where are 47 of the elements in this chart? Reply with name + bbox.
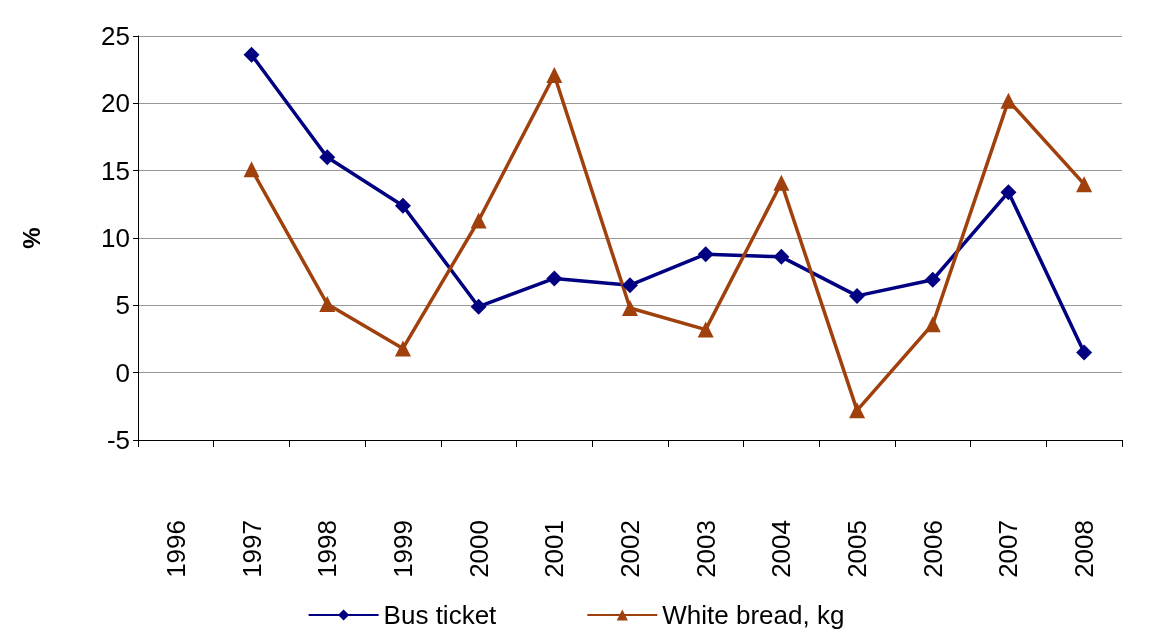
point xyxy=(470,212,487,229)
x-tick-label: 2000 xyxy=(463,520,494,578)
y-tick-label: 25 xyxy=(101,21,130,51)
point xyxy=(697,321,714,338)
x-tick-label: 2007 xyxy=(993,520,1024,578)
point xyxy=(849,287,866,304)
point xyxy=(546,67,563,84)
point xyxy=(773,248,790,265)
point xyxy=(1000,92,1017,109)
x-tick-label: 2001 xyxy=(539,520,570,578)
x-tick-label: 1997 xyxy=(236,520,267,578)
y-tick-label: 15 xyxy=(101,155,130,186)
y-tick-label: 0 xyxy=(115,357,130,388)
x-tick-label: 2004 xyxy=(766,520,797,578)
point xyxy=(394,340,411,357)
point xyxy=(622,277,638,294)
legend-label: Bus ticket xyxy=(383,600,498,630)
point xyxy=(394,197,411,214)
point xyxy=(243,161,260,178)
legend-label: White bread, kg xyxy=(662,600,845,630)
x-tick-label: 2005 xyxy=(842,520,873,578)
point xyxy=(319,149,336,166)
point xyxy=(697,246,714,263)
point xyxy=(546,270,563,287)
point xyxy=(622,300,638,317)
y-axis-title: % xyxy=(17,227,45,249)
y-tick-label: 10 xyxy=(101,223,130,253)
x-tick-label: 1998 xyxy=(312,520,343,578)
point xyxy=(924,271,941,288)
point xyxy=(1076,176,1093,193)
point xyxy=(1000,184,1017,201)
point xyxy=(924,316,941,333)
x-tick-label: 2003 xyxy=(690,520,721,578)
x-tick-label: 2008 xyxy=(1069,520,1100,578)
y-tick-label: 5 xyxy=(115,290,130,321)
y-tick-label: 20 xyxy=(101,88,130,119)
point xyxy=(773,174,790,191)
point xyxy=(849,402,866,419)
point xyxy=(470,298,487,315)
x-tick-label: 1999 xyxy=(387,520,418,578)
point xyxy=(1076,344,1093,361)
point xyxy=(319,295,336,312)
x-tick-label: 2002 xyxy=(615,520,645,578)
x-tick-label: 2006 xyxy=(917,520,948,578)
x-tick-label: 1996 xyxy=(160,520,191,578)
y-tick-label: -5 xyxy=(106,425,130,455)
point xyxy=(243,46,260,63)
